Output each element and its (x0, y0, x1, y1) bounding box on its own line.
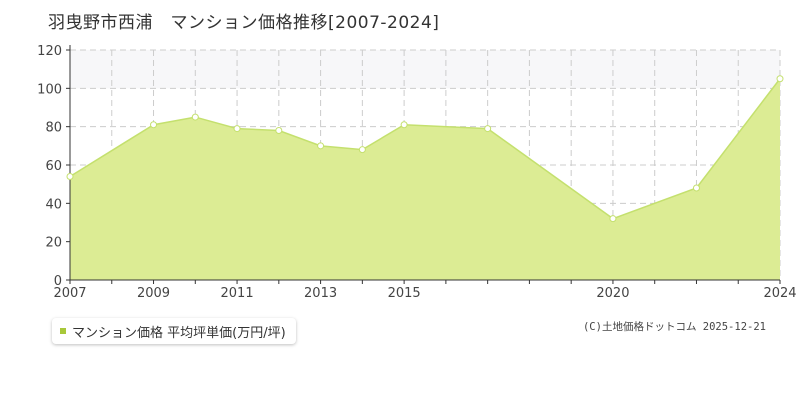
data-point (776, 75, 784, 83)
plot-band (70, 50, 780, 89)
legend-label: マンション価格 平均坪単価(万円/坪) (72, 325, 286, 341)
x-tick-label: 2007 (53, 286, 86, 301)
y-tick-label: 20 (45, 236, 62, 251)
data-point (233, 125, 241, 133)
legend-square-icon (60, 328, 66, 334)
data-point (317, 142, 325, 150)
data-point (484, 125, 492, 133)
y-tick-label: 80 (45, 121, 62, 136)
data-point (150, 121, 158, 129)
credit-text: (C)土地価格ドットコム 2025-12-21 (582, 321, 766, 333)
x-tick-label: 2013 (304, 286, 337, 301)
series-line (69, 78, 781, 220)
data-point (191, 113, 199, 121)
chart-title: 羽曳野市西浦 マンション価格推移[2007-2024] (48, 13, 440, 33)
y-tick-label: 40 (45, 197, 62, 212)
data-point (609, 215, 617, 223)
data-point (692, 184, 700, 192)
x-tick-label: 2015 (388, 286, 421, 301)
y-tick-label: 60 (45, 159, 62, 174)
x-tick-label: 2011 (221, 286, 254, 301)
data-point (400, 121, 408, 129)
x-tick-label: 2020 (596, 286, 629, 301)
series-area (70, 78, 780, 280)
data-point (66, 173, 74, 180)
y-tick-label: 120 (37, 44, 62, 59)
y-tick-label: 100 (37, 82, 62, 97)
chart-legend: マンション価格 平均坪単価(万円/坪) (52, 318, 296, 344)
data-point (275, 127, 283, 134)
data-point (358, 146, 366, 154)
y-tick-label: 0 (54, 274, 62, 289)
x-tick-label: 2009 (137, 286, 170, 301)
x-tick-label: 2024 (763, 286, 796, 301)
